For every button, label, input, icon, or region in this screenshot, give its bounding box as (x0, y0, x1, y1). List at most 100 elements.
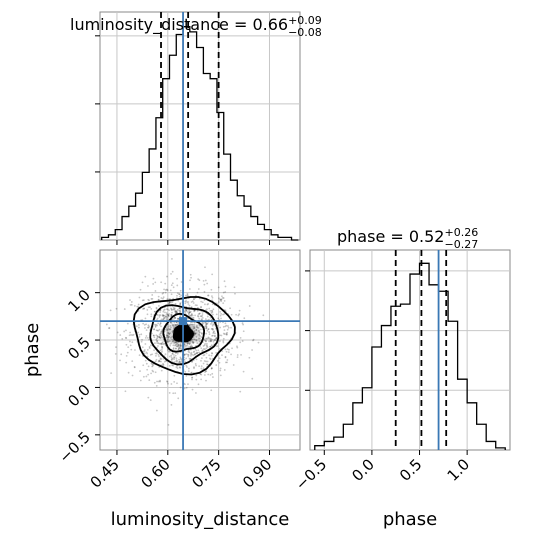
scatter-point (131, 374, 134, 377)
scatter-point (191, 317, 194, 319)
scatter-point (205, 327, 208, 330)
scatter-point (222, 325, 225, 328)
scatter-point (184, 300, 187, 303)
scatter-point (179, 343, 182, 346)
scatter-point (184, 302, 187, 305)
scatter-point (193, 326, 196, 328)
scatter-point (184, 370, 187, 373)
scatter-point (179, 361, 182, 364)
scatter-point (205, 342, 208, 345)
scatter-point (187, 367, 190, 370)
scatter-point (209, 345, 212, 348)
scatter-point (159, 322, 162, 325)
scatter-point (94, 306, 96, 308)
scatter-point (159, 357, 162, 360)
scatter-point (224, 291, 227, 293)
scatter-point (151, 369, 154, 372)
scatter-point (241, 322, 244, 325)
scatter-point (202, 322, 205, 325)
scatter-point (146, 368, 149, 371)
scatter-point (155, 337, 158, 340)
scatter-xtick-label: 0.60 (137, 455, 173, 491)
scatter-point (207, 302, 210, 305)
scatter-point (189, 310, 192, 313)
scatter-point (144, 327, 146, 329)
scatter-point (143, 307, 145, 310)
scatter-point (201, 314, 204, 317)
scatter-point (209, 373, 212, 376)
scatter-point (207, 328, 210, 331)
scatter-point (143, 352, 146, 355)
scatter-point (236, 356, 239, 359)
scatter-point (172, 348, 175, 351)
scatter-point (171, 357, 174, 360)
scatter-point (193, 309, 196, 312)
scatter-frame (99, 249, 301, 451)
scatter-point (166, 289, 169, 292)
scatter-point (196, 309, 199, 312)
scatter-point (206, 308, 208, 311)
scatter-point (211, 311, 214, 314)
scatter-point (203, 374, 206, 376)
scatter-point (221, 350, 224, 353)
scatter-point (170, 383, 173, 385)
scatter-point (232, 364, 235, 366)
scatter-point (184, 360, 186, 363)
scatter-point (205, 321, 207, 324)
scatter-point (195, 328, 198, 331)
scatter-point (189, 346, 191, 348)
scatter-point (165, 308, 168, 311)
scatter-point (130, 333, 132, 336)
scatter-point (177, 348, 180, 350)
scatter-point (186, 353, 189, 356)
scatter-point (172, 318, 175, 320)
scatter-point (156, 380, 158, 383)
scatter-point (141, 338, 143, 341)
scatter-point (164, 315, 167, 318)
scatter-point (206, 323, 208, 325)
scatter-point (216, 302, 218, 305)
x-axis-label-phase: phase (383, 509, 437, 530)
scatter-point (166, 334, 169, 337)
scatter-point (209, 340, 212, 343)
scatter-point (206, 346, 209, 349)
scatter-point (177, 344, 180, 346)
scatter-point (195, 332, 197, 335)
scatter-point (175, 311, 178, 314)
scatter-point (129, 344, 132, 347)
scatter-point (178, 361, 180, 364)
scatter-point (188, 343, 191, 345)
scatter-point (150, 315, 153, 318)
scatter-point (171, 338, 173, 341)
scatter-point (169, 328, 171, 331)
scatter-point (169, 321, 172, 324)
scatter-point (208, 331, 211, 333)
scatter-point (127, 346, 130, 349)
scatter-point (211, 334, 213, 337)
scatter-point (133, 366, 136, 368)
scatter-point (164, 353, 167, 356)
scatter-point (155, 306, 158, 309)
scatter-point (188, 304, 191, 307)
scatter-point (195, 338, 198, 341)
scatter-point (141, 299, 144, 302)
scatter-point (179, 310, 182, 313)
scatter-point (210, 328, 213, 330)
phase-title: phase = 0.52+0.26 −0.27 (337, 226, 478, 251)
scatter-point (154, 325, 157, 327)
scatter-point (108, 327, 110, 330)
scatter-point (205, 323, 208, 326)
scatter-point (162, 291, 165, 294)
scatter-point (147, 298, 150, 301)
scatter-point (146, 348, 149, 351)
scatter-point (193, 350, 196, 353)
scatter-point (194, 314, 196, 317)
scatter-point (166, 380, 168, 383)
scatter-point (172, 392, 175, 395)
scatter-point (204, 318, 207, 320)
scatter-point (170, 272, 172, 275)
scatter-point (192, 354, 195, 357)
scatter-point (186, 366, 188, 368)
scatter-point (204, 325, 206, 328)
scatter-point (169, 324, 172, 327)
